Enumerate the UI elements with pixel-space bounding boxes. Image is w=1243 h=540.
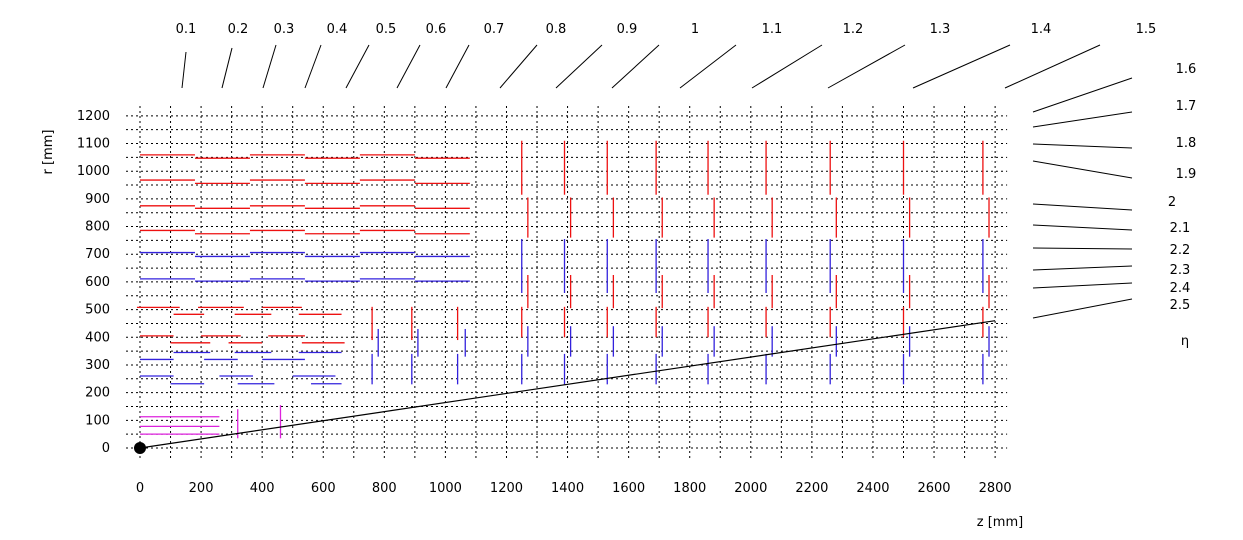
y-tick-label: 700 — [85, 247, 110, 262]
detector-elements — [134, 140, 996, 454]
eta-2.5-boundary-line — [139, 320, 996, 449]
eta-value-label: 0.8 — [546, 22, 567, 37]
eta-value-label: 1.1 — [762, 22, 783, 37]
eta-value-label: 2 — [1168, 195, 1176, 210]
eta-lines: 0.1 0.2 0.3 0.4 0.5 0.6 0.7 0.8 0.9 1 1.1 1.2 1.3 1.4… — [176, 22, 1197, 319]
y-tick-label: 1000 — [77, 164, 110, 179]
interaction-point — [134, 442, 146, 454]
eta-line — [1032, 77, 1133, 113]
eta-line — [1032, 298, 1133, 319]
x-tick-label: 800 — [372, 481, 397, 496]
y-tick-label: 800 — [85, 220, 110, 235]
eta-value-label: 0.7 — [484, 22, 505, 37]
eta-line — [912, 44, 1011, 89]
x-tick-label: 1400 — [551, 481, 584, 496]
eta-line — [1032, 160, 1133, 179]
eta-line — [345, 44, 370, 89]
eta-value-label: 0.2 — [228, 22, 249, 37]
x-axis-label: z [mm] — [977, 515, 1023, 530]
x-tick-label: 0 — [136, 481, 144, 496]
eta-line — [751, 44, 823, 89]
eta-value-label: 1.9 — [1176, 167, 1197, 182]
y-tick-label: 0 — [102, 441, 110, 456]
x-tick-label: 2000 — [734, 481, 767, 496]
tick-labels: 0 200 400 600 800 1000 1200 1400 1600 1800 2000 220… — [77, 109, 1012, 496]
eta-value-label: 1.5 — [1136, 22, 1157, 37]
eta-value-label: 1 — [691, 22, 699, 37]
y-tick-label: 200 — [85, 386, 110, 401]
eta-line — [827, 44, 906, 89]
eta-line — [555, 44, 603, 89]
y-tick-label: 1100 — [77, 137, 110, 152]
eta-line — [611, 44, 660, 89]
eta-line — [445, 44, 470, 89]
eta-value-label: 1.7 — [1176, 99, 1197, 114]
eta-value-label: 0.4 — [327, 22, 348, 37]
grid — [126, 103, 1008, 458]
y-tick-label: 900 — [85, 192, 110, 207]
eta-symbol: η — [1181, 334, 1189, 349]
y-tick-label: 600 — [85, 275, 110, 290]
x-tick-label: 2400 — [856, 481, 889, 496]
x-tick-label: 1800 — [673, 481, 706, 496]
eta-value-label: 2.5 — [1170, 298, 1191, 313]
eta-line — [1004, 44, 1101, 89]
eta-line — [221, 47, 233, 89]
eta-value-label: 0.9 — [617, 22, 638, 37]
eta-value-label: 0.1 — [176, 22, 197, 37]
x-tick-label: 1600 — [612, 481, 645, 496]
eta-line — [181, 51, 187, 89]
eta-line — [262, 44, 277, 89]
eta-value-label: 2.2 — [1170, 243, 1191, 258]
x-tick-label: 2800 — [979, 481, 1012, 496]
x-tick-label: 400 — [250, 481, 275, 496]
eta-line — [1032, 224, 1133, 231]
eta-value-label: 0.6 — [426, 22, 447, 37]
eta-line — [499, 44, 538, 89]
eta-value-label: 0.3 — [274, 22, 295, 37]
eta-line — [304, 44, 322, 89]
eta-value-label: 2.1 — [1170, 221, 1191, 236]
y-tick-label: 500 — [85, 303, 110, 318]
eta-value-label: 1.2 — [843, 22, 864, 37]
y-tick-label: 300 — [85, 358, 110, 373]
x-tick-label: 2600 — [917, 481, 950, 496]
eta-line — [1032, 143, 1133, 149]
y-tick-label: 100 — [85, 413, 110, 428]
eta-line — [396, 44, 421, 89]
x-tick-label: 600 — [311, 481, 336, 496]
eta-line — [679, 44, 737, 89]
eta-value-label: 1.4 — [1031, 22, 1052, 37]
x-tick-label: 2200 — [795, 481, 828, 496]
x-tick-label: 1000 — [429, 481, 462, 496]
eta-value-label: 1.6 — [1176, 62, 1197, 77]
eta-value-label: 2.3 — [1170, 263, 1191, 278]
eta-line — [1032, 282, 1133, 289]
eta-value-label: 1.3 — [930, 22, 951, 37]
eta-value-label: 0.5 — [376, 22, 397, 37]
y-tick-label: 1200 — [77, 109, 110, 124]
eta-line — [1032, 265, 1133, 271]
eta-value-label: 2.4 — [1170, 281, 1191, 296]
eta-value-label: 1.8 — [1176, 136, 1197, 151]
x-tick-label: 1200 — [490, 481, 523, 496]
eta-line — [1032, 203, 1133, 211]
eta-line — [1032, 111, 1133, 128]
y-tick-label: 400 — [85, 330, 110, 345]
eta-line — [1032, 247, 1133, 250]
y-axis-label: r [mm] — [41, 130, 56, 175]
x-tick-label: 200 — [189, 481, 214, 496]
